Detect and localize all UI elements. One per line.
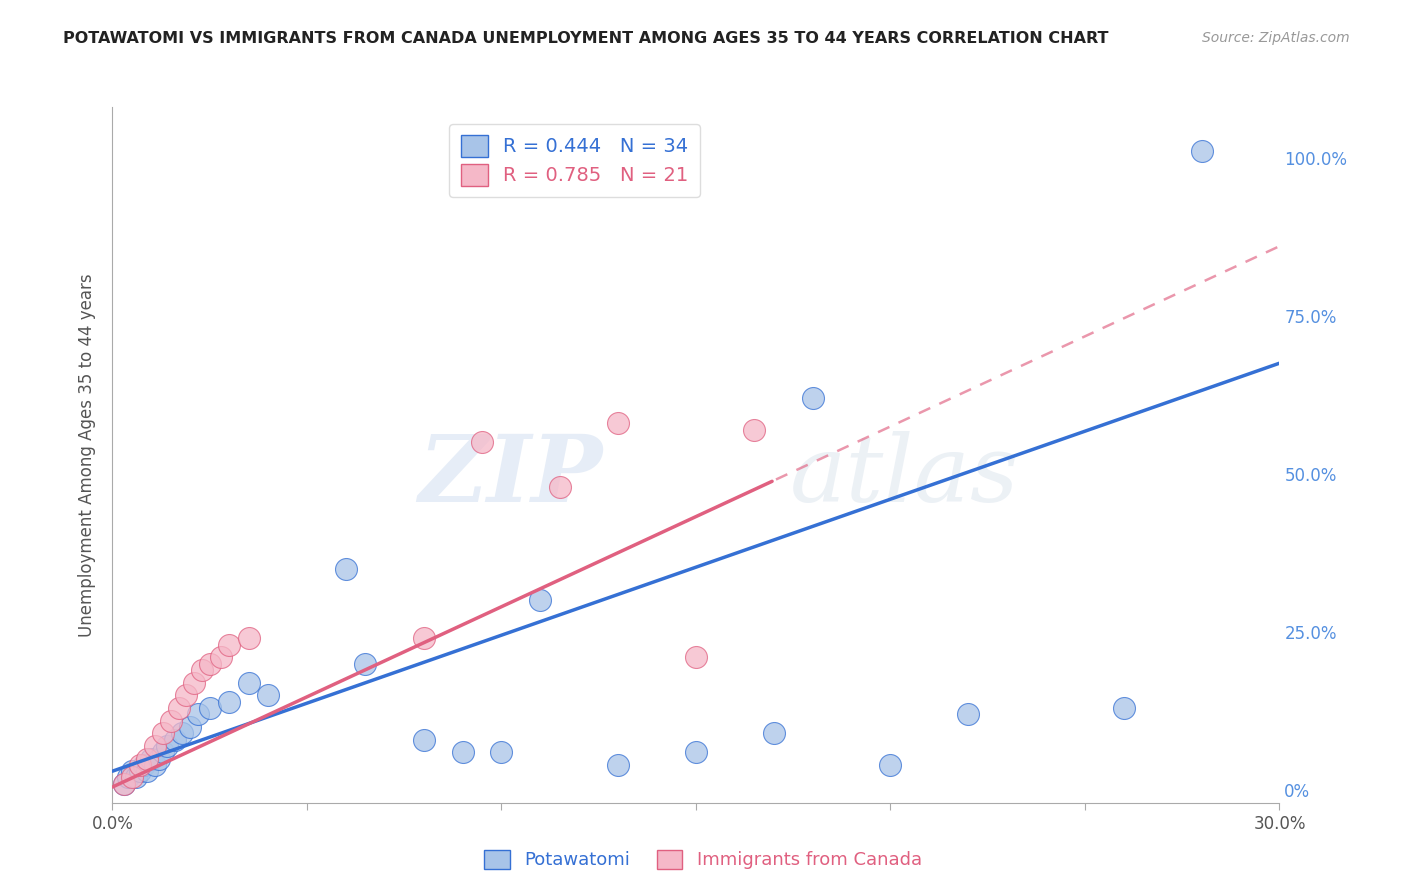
Legend: R = 0.444   N = 34, R = 0.785   N = 21: R = 0.444 N = 34, R = 0.785 N = 21 [449,124,700,197]
Point [172,726,194,740]
Point [218,695,240,709]
Point [179,720,201,734]
Point [548,479,571,493]
Point [167,701,190,715]
Point [187,707,209,722]
Point [136,751,159,765]
Point [762,726,785,740]
Point [132,757,155,772]
Point [529,593,551,607]
Point [125,771,148,785]
Point [152,745,174,759]
Point [1112,701,1135,715]
Point [117,771,139,785]
Point [112,777,135,791]
Point [1191,145,1213,159]
Point [607,757,630,772]
Point [128,757,150,772]
Point [183,675,205,690]
Point [685,650,707,665]
Point [412,732,434,747]
Text: atlas: atlas [789,431,1019,521]
Point [191,663,214,677]
Point [238,675,260,690]
Y-axis label: Unemployment Among Ages 35 to 44 years: Unemployment Among Ages 35 to 44 years [77,273,96,637]
Point [685,745,707,759]
Point [128,764,150,779]
Point [801,391,824,405]
Point [198,657,221,671]
Point [238,632,260,646]
Text: ZIP: ZIP [419,431,603,521]
Point [121,771,143,785]
Point [136,764,159,779]
Point [257,688,280,702]
Point [141,751,163,765]
Point [148,751,170,765]
Point [121,764,143,779]
Text: POTAWATOMI VS IMMIGRANTS FROM CANADA UNEMPLOYMENT AMONG AGES 35 TO 44 YEARS CORR: POTAWATOMI VS IMMIGRANTS FROM CANADA UNE… [63,31,1109,46]
Text: Source: ZipAtlas.com: Source: ZipAtlas.com [1202,31,1350,45]
Point [335,562,357,576]
Point [176,688,198,702]
Point [112,777,135,791]
Point [198,701,221,715]
Point [143,739,166,753]
Point [491,745,513,759]
Legend: Potawatomi, Immigrants from Canada: Potawatomi, Immigrants from Canada [475,840,931,879]
Point [742,423,765,437]
Point [152,726,174,740]
Point [607,417,630,431]
Point [209,650,232,665]
Point [451,745,474,759]
Point [957,707,980,722]
Point [163,732,186,747]
Point [160,714,183,728]
Point [879,757,901,772]
Point [354,657,377,671]
Point [156,739,179,753]
Point [412,632,434,646]
Point [218,638,240,652]
Point [143,757,166,772]
Point [471,435,494,450]
